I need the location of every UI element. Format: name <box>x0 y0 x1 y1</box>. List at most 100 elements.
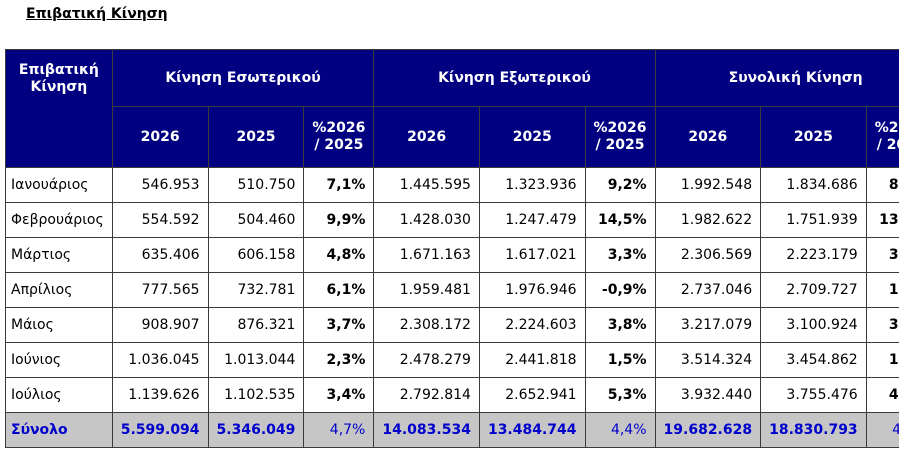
value-cell: 1.102.535 <box>207 377 305 413</box>
pct-cell: 3,3% <box>584 237 656 273</box>
value-cell: 1.992.548 <box>654 167 762 203</box>
pct-cell: 4,7% <box>865 377 899 413</box>
value-cell: 2.792.814 <box>373 377 480 413</box>
table-row: Ιούνιος 1.036.045 1.013.044 2,3% 2.478.279 2.… <box>5 342 899 378</box>
value-cell: 3.100.924 <box>760 307 867 343</box>
total-value-cell: 14.083.534 <box>373 412 480 448</box>
value-cell: 2.308.172 <box>373 307 480 343</box>
group-header-international: Κίνηση Εξωτερικού <box>373 49 656 107</box>
value-cell: 546.953 <box>111 167 209 203</box>
pct-cell: -0,9% <box>584 272 656 308</box>
month-cell: Φεβρουάριος <box>5 202 113 238</box>
value-cell: 504.460 <box>207 202 305 238</box>
value-cell: 1.751.939 <box>760 202 867 238</box>
passenger-traffic-table: Επιβατική Κίνηση Κίνηση Εσωτερικού Κίνησ… <box>5 49 899 448</box>
value-cell: 2.306.569 <box>654 237 762 273</box>
pct-cell: 1,7% <box>865 342 899 378</box>
value-cell: 1.247.479 <box>478 202 586 238</box>
value-cell: 2.709.727 <box>760 272 867 308</box>
page-title: Επιβατική Κίνηση <box>26 6 168 22</box>
corner-header: Επιβατική Κίνηση <box>5 49 113 168</box>
total-pct-cell: 4,7% <box>303 412 375 448</box>
value-cell: 732.781 <box>207 272 305 308</box>
value-cell: 1.617.021 <box>478 237 586 273</box>
value-cell: 1.013.044 <box>207 342 305 378</box>
pct-cell: 3,7% <box>303 307 375 343</box>
pct-cell: 9,9% <box>303 202 375 238</box>
subheader-year: 2026 <box>373 106 480 168</box>
total-row: Σύνολο 5.599.094 5.346.049 4,7% 14.083.534 13… <box>5 412 899 448</box>
value-cell: 1.036.045 <box>111 342 209 378</box>
value-cell: 1.959.481 <box>373 272 480 308</box>
total-value-cell: 19.682.628 <box>654 412 762 448</box>
group-header-domestic: Κίνηση Εσωτερικού <box>111 49 375 107</box>
pct-cell: 3,7% <box>865 307 899 343</box>
month-cell: Μάιος <box>5 307 113 343</box>
subheader-pct: %2026 / 2025 <box>303 106 375 168</box>
group-header-total: Συνολική Κίνηση <box>654 49 899 107</box>
subheader-year: 2025 <box>760 106 867 168</box>
total-pct-cell: 4,4% <box>584 412 656 448</box>
subheader-pct: %2026 / 2025 <box>865 106 899 168</box>
table-row: Μάρτιος 635.406 606.158 4,8% 1.671.163 1.617.… <box>5 237 899 273</box>
value-cell: 2.737.046 <box>654 272 762 308</box>
subheader-pct: %2026 / 2025 <box>584 106 656 168</box>
pct-cell: 7,1% <box>303 167 375 203</box>
month-cell: Ιούλιος <box>5 377 113 413</box>
value-cell: 510.750 <box>207 167 305 203</box>
table-row: Ιούλιος 1.139.626 1.102.535 3,4% 2.792.814 2.… <box>5 377 899 413</box>
total-value-cell: 13.484.744 <box>478 412 586 448</box>
table-row: Μάιος 908.907 876.321 3,7% 2.308.172 2.224.60… <box>5 307 899 343</box>
pct-cell: 1,0% <box>865 272 899 308</box>
value-cell: 777.565 <box>111 272 209 308</box>
value-cell: 1.428.030 <box>373 202 480 238</box>
value-cell: 2.223.179 <box>760 237 867 273</box>
value-cell: 3.514.324 <box>654 342 762 378</box>
value-cell: 635.406 <box>111 237 209 273</box>
value-cell: 1.834.686 <box>760 167 867 203</box>
value-cell: 2.652.941 <box>478 377 586 413</box>
value-cell: 1.445.595 <box>373 167 480 203</box>
subheader-year: 2026 <box>654 106 762 168</box>
value-cell: 1.671.163 <box>373 237 480 273</box>
value-cell: 1.976.946 <box>478 272 586 308</box>
month-cell: Ιανουάριος <box>5 167 113 203</box>
subheader-year: 2025 <box>207 106 305 168</box>
table-row: Φεβρουάριος 554.592 504.460 9,9% 1.428.030 1.… <box>5 202 899 238</box>
pct-cell: 1,5% <box>584 342 656 378</box>
subheader-year: 2025 <box>478 106 586 168</box>
value-cell: 2.478.279 <box>373 342 480 378</box>
value-cell: 908.907 <box>111 307 209 343</box>
pct-cell: 6,1% <box>303 272 375 308</box>
value-cell: 2.441.818 <box>478 342 586 378</box>
value-cell: 1.323.936 <box>478 167 586 203</box>
value-cell: 3.755.476 <box>760 377 867 413</box>
month-cell: Μάρτιος <box>5 237 113 273</box>
value-cell: 3.454.862 <box>760 342 867 378</box>
total-value-cell: 5.599.094 <box>111 412 209 448</box>
pct-cell: 5,3% <box>584 377 656 413</box>
pct-cell: 3,8% <box>584 307 656 343</box>
value-cell: 1.982.622 <box>654 202 762 238</box>
pct-cell: 13,2% <box>865 202 899 238</box>
total-value-cell: 5.346.049 <box>207 412 305 448</box>
total-label: Σύνολο <box>5 412 113 448</box>
table-row: Ιανουάριος 546.953 510.750 7,1% 1.445.595 1.3… <box>5 167 899 203</box>
value-cell: 876.321 <box>207 307 305 343</box>
pct-cell: 4,8% <box>303 237 375 273</box>
value-cell: 554.592 <box>111 202 209 238</box>
value-cell: 606.158 <box>207 237 305 273</box>
pct-cell: 8,6% <box>865 167 899 203</box>
pct-cell: 9,2% <box>584 167 656 203</box>
value-cell: 2.224.603 <box>478 307 586 343</box>
total-pct-cell: 4,5% <box>865 412 899 448</box>
value-cell: 3.932.440 <box>654 377 762 413</box>
month-cell: Απρίλιος <box>5 272 113 308</box>
subheader-year: 2026 <box>111 106 209 168</box>
month-cell: Ιούνιος <box>5 342 113 378</box>
pct-cell: 3,4% <box>303 377 375 413</box>
value-cell: 3.217.079 <box>654 307 762 343</box>
total-value-cell: 18.830.793 <box>760 412 867 448</box>
table-row: Απρίλιος 777.565 732.781 6,1% 1.959.481 1.976… <box>5 272 899 308</box>
pct-cell: 2,3% <box>303 342 375 378</box>
